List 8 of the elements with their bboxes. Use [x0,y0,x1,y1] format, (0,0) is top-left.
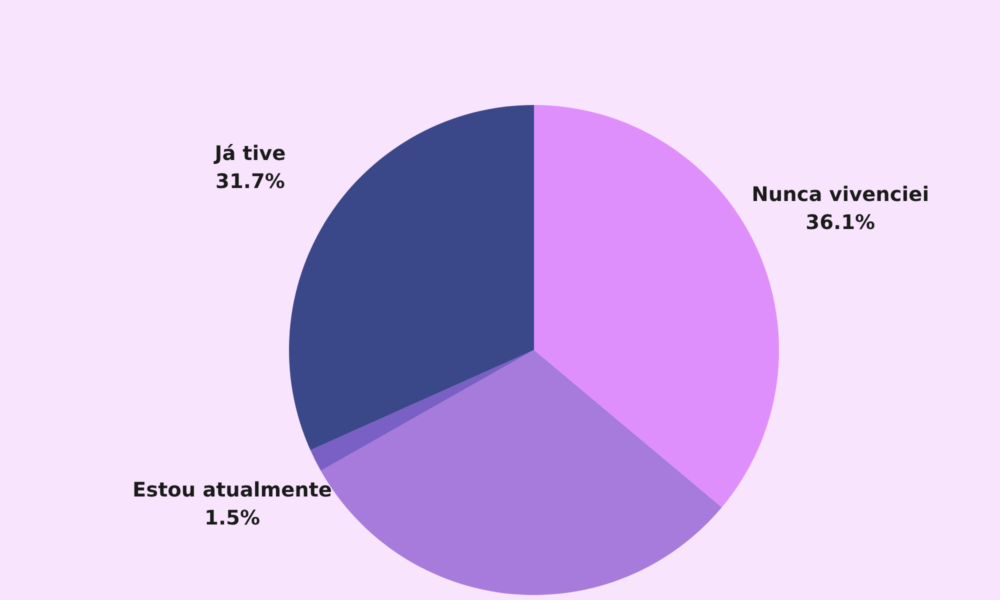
slice-label: Já tive [212,141,286,166]
data-label: 31.7% [216,169,285,194]
pie-slice [310,350,534,471]
slice-label: Estou atualmente [132,478,332,502]
pie-slice [289,105,534,450]
data-label: 36.1% [806,210,876,234]
data-label: 1.5% [204,506,260,530]
slice-label: Nunca vivenciei [752,182,930,206]
